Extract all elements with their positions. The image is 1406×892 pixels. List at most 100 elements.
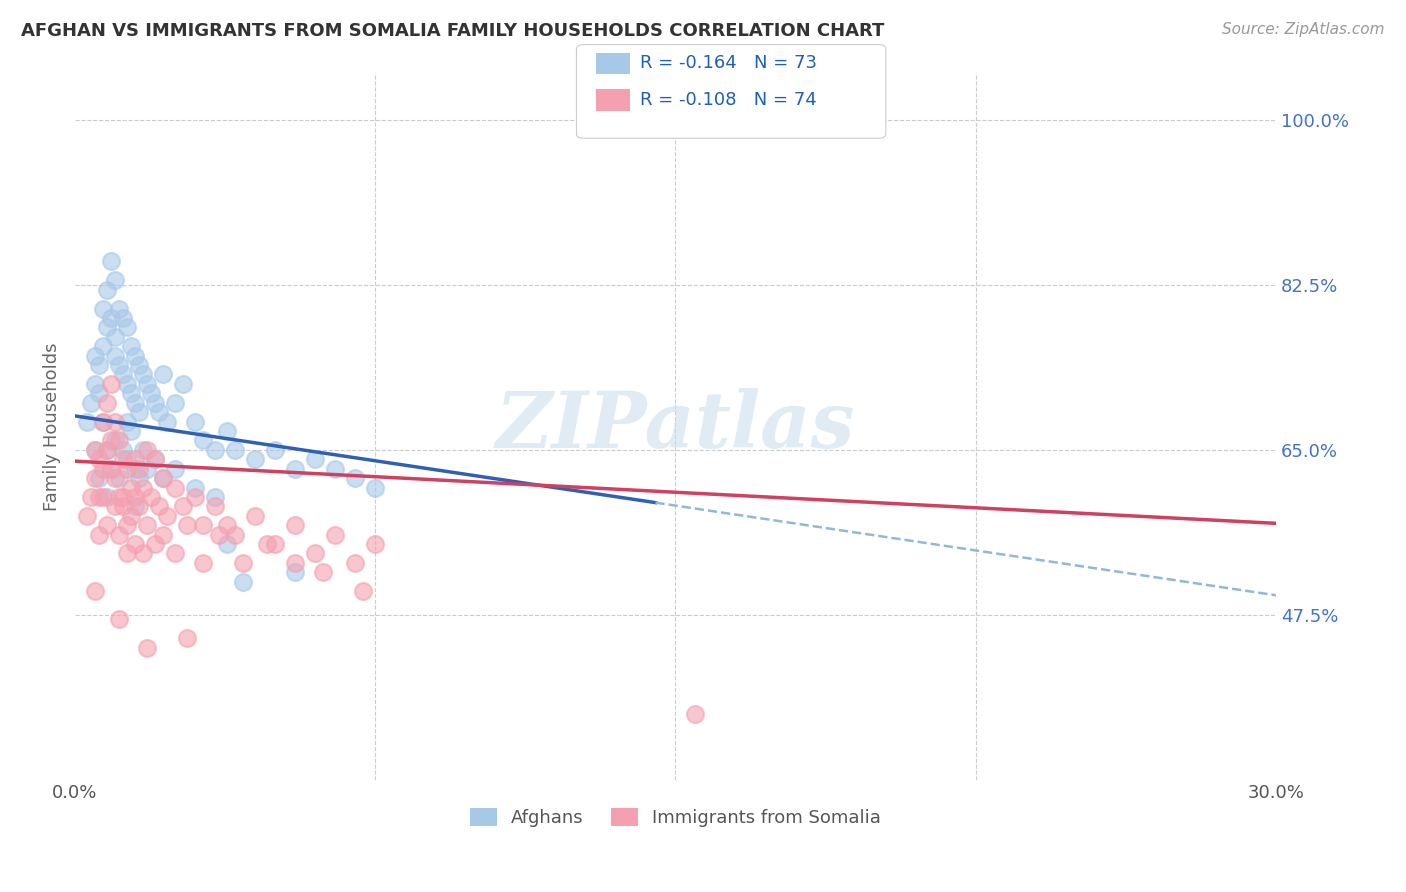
Point xyxy=(108,434,131,448)
Point xyxy=(80,490,103,504)
Point xyxy=(84,471,107,485)
Point xyxy=(284,566,307,580)
Point xyxy=(124,490,146,504)
Point xyxy=(152,471,174,485)
Point xyxy=(100,310,122,325)
Point xyxy=(87,527,110,541)
Point xyxy=(91,490,114,504)
Point xyxy=(112,368,135,382)
Point xyxy=(128,471,150,485)
Point xyxy=(108,471,131,485)
Point xyxy=(96,490,118,504)
Point xyxy=(176,632,198,646)
Point xyxy=(172,500,194,514)
Point xyxy=(124,461,146,475)
Point xyxy=(104,500,127,514)
Point xyxy=(152,368,174,382)
Point xyxy=(132,481,155,495)
Point xyxy=(136,518,159,533)
Point xyxy=(156,508,179,523)
Point xyxy=(84,349,107,363)
Point xyxy=(132,368,155,382)
Text: R = -0.108   N = 74: R = -0.108 N = 74 xyxy=(640,91,817,109)
Point xyxy=(104,415,127,429)
Point xyxy=(124,396,146,410)
Point xyxy=(364,481,387,495)
Point xyxy=(208,527,231,541)
Point xyxy=(304,452,326,467)
Point xyxy=(184,415,207,429)
Text: ZIPatlas: ZIPatlas xyxy=(496,388,855,465)
Point xyxy=(165,461,187,475)
Point xyxy=(112,442,135,457)
Point xyxy=(100,461,122,475)
Point xyxy=(143,396,166,410)
Point xyxy=(344,556,367,570)
Point xyxy=(191,556,214,570)
Point xyxy=(100,254,122,268)
Point xyxy=(184,481,207,495)
Point xyxy=(165,547,187,561)
Point xyxy=(87,358,110,372)
Point xyxy=(264,537,287,551)
Point xyxy=(323,461,346,475)
Point xyxy=(104,471,127,485)
Point xyxy=(344,471,367,485)
Point xyxy=(108,490,131,504)
Point xyxy=(143,452,166,467)
Point xyxy=(232,574,254,589)
Point xyxy=(100,434,122,448)
Point xyxy=(128,405,150,419)
Point xyxy=(685,706,707,721)
Point xyxy=(96,442,118,457)
Point xyxy=(172,376,194,391)
Point xyxy=(217,518,239,533)
Point xyxy=(104,434,127,448)
Point xyxy=(152,471,174,485)
Point xyxy=(136,376,159,391)
Point xyxy=(264,442,287,457)
Point xyxy=(91,461,114,475)
Point xyxy=(100,461,122,475)
Point xyxy=(96,442,118,457)
Point xyxy=(204,500,226,514)
Point xyxy=(120,508,142,523)
Point xyxy=(104,330,127,344)
Point xyxy=(91,415,114,429)
Point xyxy=(284,556,307,570)
Point xyxy=(76,508,98,523)
Point xyxy=(108,358,131,372)
Point xyxy=(139,386,162,401)
Point xyxy=(124,537,146,551)
Point xyxy=(136,461,159,475)
Point xyxy=(224,527,246,541)
Point xyxy=(323,527,346,541)
Point xyxy=(80,396,103,410)
Point xyxy=(100,376,122,391)
Point xyxy=(364,537,387,551)
Point xyxy=(91,301,114,316)
Point xyxy=(96,320,118,334)
Point xyxy=(204,490,226,504)
Point xyxy=(115,320,138,334)
Point xyxy=(104,273,127,287)
Point xyxy=(217,424,239,438)
Point xyxy=(84,584,107,599)
Point xyxy=(224,442,246,457)
Point xyxy=(136,640,159,655)
Point xyxy=(217,537,239,551)
Point xyxy=(120,481,142,495)
Point xyxy=(115,461,138,475)
Point xyxy=(132,442,155,457)
Point xyxy=(256,537,278,551)
Point xyxy=(352,584,374,599)
Point xyxy=(108,527,131,541)
Y-axis label: Family Households: Family Households xyxy=(44,342,60,510)
Point xyxy=(124,500,146,514)
Point xyxy=(136,442,159,457)
Point xyxy=(204,442,226,457)
Point xyxy=(165,481,187,495)
Point xyxy=(112,452,135,467)
Point xyxy=(132,547,155,561)
Point xyxy=(112,490,135,504)
